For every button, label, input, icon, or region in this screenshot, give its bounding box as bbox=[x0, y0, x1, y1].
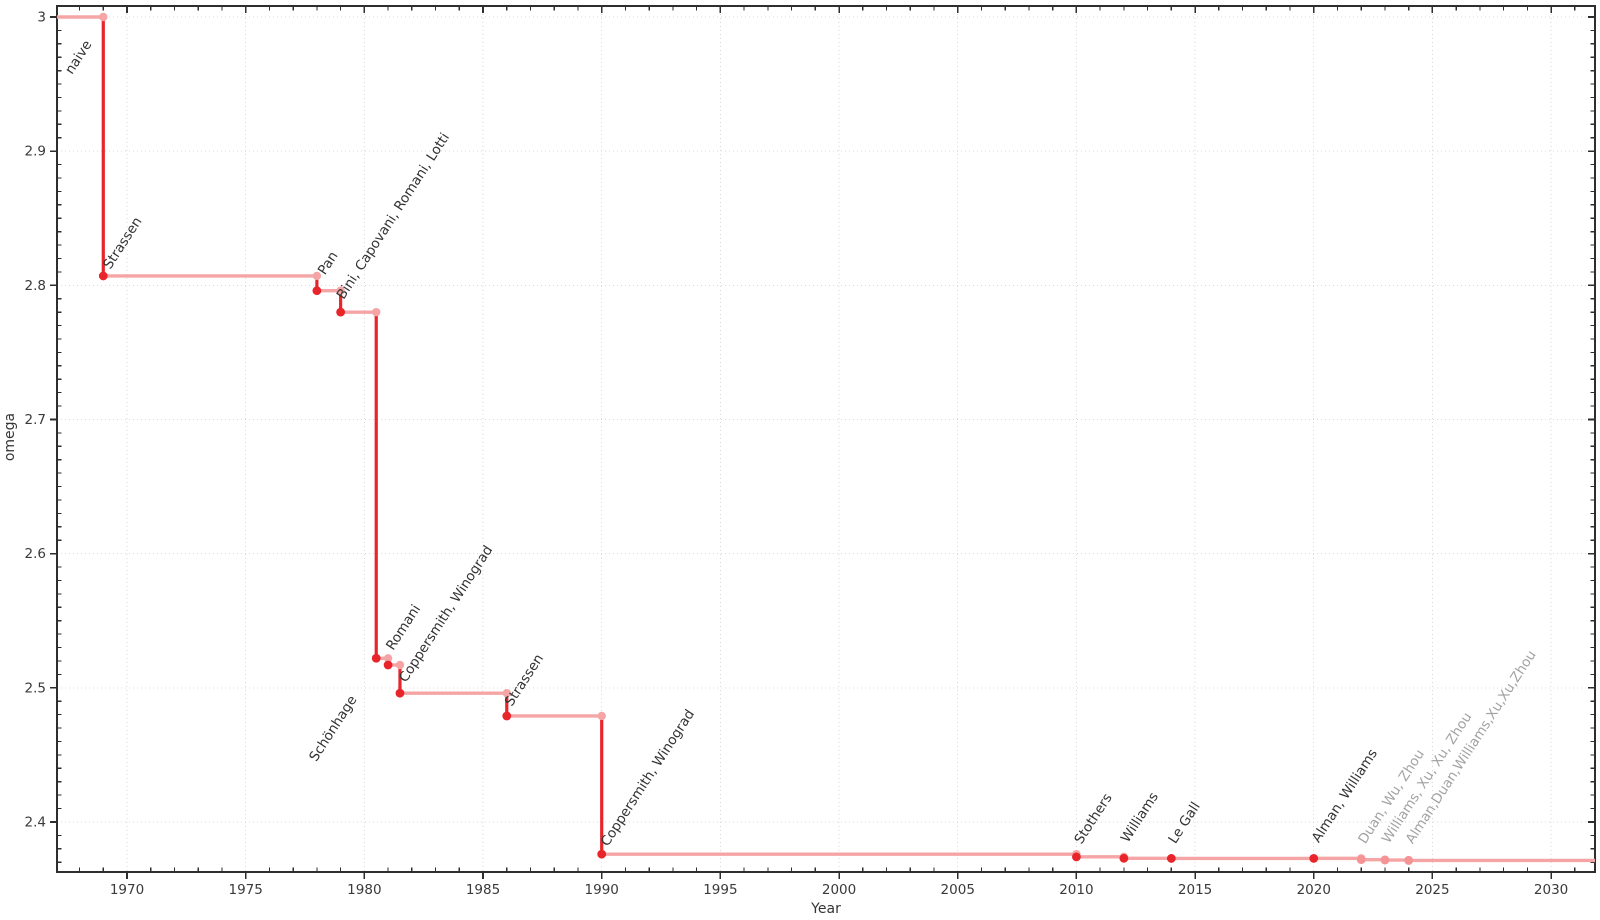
data-point-bini-capovani-romani-lotti-1979 bbox=[336, 307, 346, 317]
step-corner-dot bbox=[502, 688, 511, 698]
x-tick-label-1980: 1980 bbox=[347, 882, 381, 898]
x-tick-label-2015: 2015 bbox=[1178, 882, 1212, 898]
data-point-stothers-2010 bbox=[1071, 852, 1081, 862]
data-point-coppersmith-winograd-1981 bbox=[395, 688, 405, 698]
data-point-alman-duan-williams-xu-xu-zhou-2024 bbox=[1404, 856, 1414, 865]
step-corner-dot bbox=[395, 660, 405, 670]
x-tick-label-1985: 1985 bbox=[466, 882, 500, 898]
data-point-coppersmith-winograd-1990 bbox=[597, 849, 607, 859]
point-label-coppersmith-winograd-1990: Coppersmith, Winograd bbox=[598, 707, 698, 850]
step-corner-dot bbox=[597, 711, 606, 721]
x-tick-label-2030: 2030 bbox=[1534, 882, 1568, 898]
x-tick-label-1990: 1990 bbox=[585, 882, 619, 898]
y-tick-label-2.7: 2.7 bbox=[25, 412, 46, 428]
data-point-williams-xu-xu-zhou-2023 bbox=[1380, 855, 1390, 865]
x-tick-label-1970: 1970 bbox=[110, 882, 144, 898]
x-tick-label-1995: 1995 bbox=[703, 882, 737, 898]
y-tick-label-3: 3 bbox=[37, 10, 46, 26]
point-label-alman-duan-williams-xu-xu-zhou-2024: Alman,Duan,Williams,Xu,Xu,Zhou bbox=[1403, 648, 1540, 847]
step-corner-dot bbox=[312, 271, 322, 281]
step-corner-dot bbox=[99, 12, 108, 22]
point-label-le-gall-2014: Le Gall bbox=[1165, 799, 1204, 846]
data-point-le-gall-2014 bbox=[1166, 854, 1176, 863]
y-tick-label-2.6: 2.6 bbox=[25, 546, 46, 562]
x-tick-label-2000: 2000 bbox=[822, 882, 856, 898]
x-axis-title: Year bbox=[811, 901, 841, 917]
x-tick-label-2020: 2020 bbox=[1297, 882, 1331, 898]
point-label-williams-2012: Williams bbox=[1118, 789, 1162, 845]
data-point-pan-1978 bbox=[312, 286, 322, 296]
x-tick-label-2025: 2025 bbox=[1415, 882, 1449, 898]
point-label-stothers-2010: Stothers bbox=[1071, 791, 1115, 847]
y-tick-label-2.5: 2.5 bbox=[25, 680, 46, 696]
step-corner-dot bbox=[336, 286, 345, 295]
data-point-sch-nhage-1980 bbox=[371, 653, 381, 663]
y-axis-title: omega bbox=[2, 412, 18, 462]
y-tick-label-2.9: 2.9 bbox=[25, 144, 46, 160]
point-label-strassen-1986: Strassen bbox=[502, 651, 547, 709]
data-point-williams-2012 bbox=[1119, 853, 1129, 863]
point-label-naive-1967: naive bbox=[62, 38, 96, 78]
x-tick-label-2005: 2005 bbox=[941, 882, 975, 898]
point-label-strassen-1969: Strassen bbox=[100, 214, 145, 272]
step-corner-dot bbox=[383, 654, 393, 663]
x-tick-label-1975: 1975 bbox=[229, 882, 263, 898]
x-tick-label-2010: 2010 bbox=[1059, 882, 1093, 898]
y-tick-label-2.4: 2.4 bbox=[25, 814, 46, 830]
data-point-duan-wu-zhou-2022 bbox=[1356, 855, 1366, 865]
data-point-alman-williams-2020 bbox=[1309, 853, 1319, 863]
data-point-strassen-1986 bbox=[502, 711, 512, 721]
point-label-bini-capovani-romani-lotti-1979: Bini, Capovani, Romani, Lotti bbox=[334, 130, 454, 302]
data-point-strassen-1969 bbox=[98, 271, 108, 281]
step-corner-dot bbox=[372, 307, 381, 317]
plot-border bbox=[56, 5, 1596, 873]
y-tick-label-2.8: 2.8 bbox=[25, 278, 46, 294]
point-label-sch-nhage-1980: Schönhage bbox=[306, 693, 360, 765]
data-point-romani-1981 bbox=[383, 660, 393, 670]
